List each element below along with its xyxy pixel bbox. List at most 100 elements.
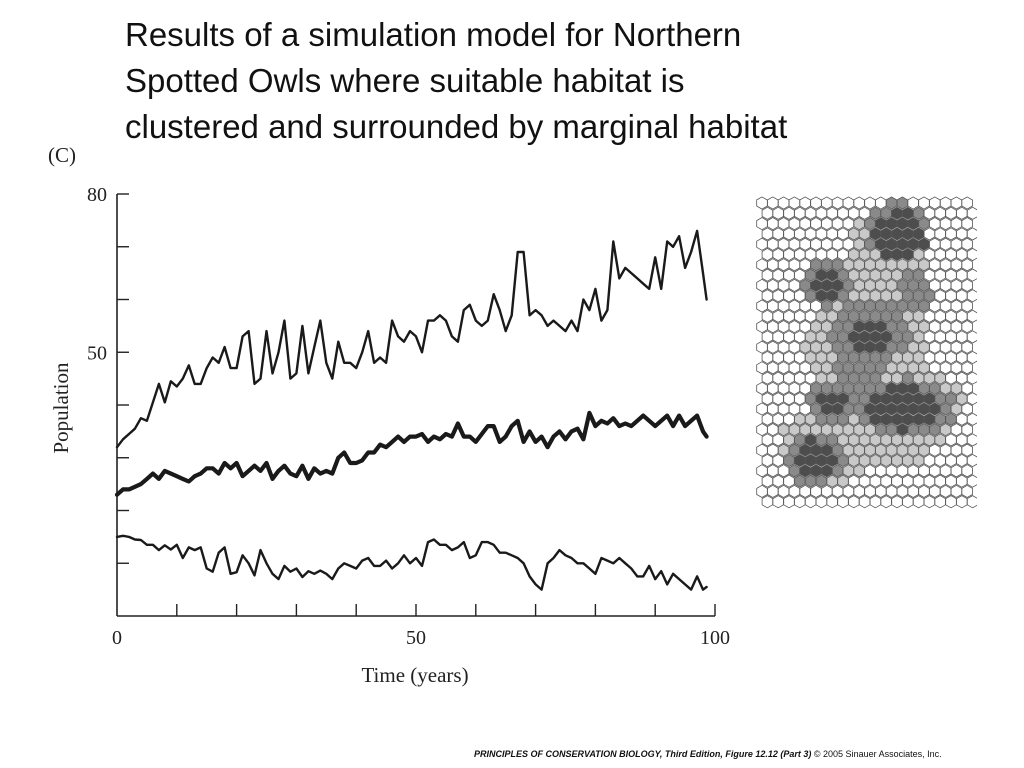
habitat-cell xyxy=(864,196,876,210)
habitat-cell xyxy=(756,320,768,334)
habitat-cell xyxy=(831,381,844,395)
habitat-cell xyxy=(767,381,779,395)
copyright-notice: © 2005 Sinauer Associates, Inc. xyxy=(813,749,942,759)
habitat-cell xyxy=(907,361,919,375)
habitat-cell xyxy=(858,350,871,365)
habitat-cell xyxy=(788,278,801,292)
habitat-cell xyxy=(864,237,876,251)
slide-title-line-2: Spotted Owls where suitable habitat is xyxy=(125,62,685,99)
habitat-cell xyxy=(788,258,801,272)
habitat-cell xyxy=(794,330,806,344)
habitat-cell xyxy=(918,196,930,210)
habitat-cell xyxy=(864,258,876,272)
habitat-cell xyxy=(875,443,887,457)
habitat-cell xyxy=(934,371,946,385)
habitat-cell xyxy=(966,371,977,385)
habitat-cell xyxy=(756,443,768,457)
habitat-cell xyxy=(853,464,865,478)
habitat-cell xyxy=(772,330,784,344)
habitat-cell xyxy=(842,258,855,272)
habitat-cell xyxy=(885,299,898,313)
habitat-cell xyxy=(918,217,930,231)
habitat-cell xyxy=(939,258,952,272)
habitat-cell xyxy=(912,392,925,406)
habitat-cell xyxy=(945,330,957,344)
habitat-cell xyxy=(804,412,817,426)
habitat-cell xyxy=(939,402,952,416)
habitat-cell xyxy=(853,237,865,251)
series-line-2 xyxy=(114,410,709,497)
habitat-cell xyxy=(826,495,838,509)
habitat-cell xyxy=(794,227,806,241)
habitat-cell xyxy=(767,237,779,251)
habitat-cell xyxy=(837,227,849,241)
habitat-cell xyxy=(864,464,876,478)
habitat-cell xyxy=(869,289,882,303)
habitat-cell xyxy=(950,258,963,272)
habitat-cell xyxy=(966,206,977,220)
habitat-cell xyxy=(831,237,844,251)
habitat-cell xyxy=(961,237,973,251)
habitat-cell xyxy=(853,278,865,292)
habitat-cell xyxy=(869,330,882,344)
habitat-cell xyxy=(821,299,833,313)
habitat-cell xyxy=(902,206,914,220)
habitat-cell xyxy=(821,423,833,437)
figure-credit: PRINCIPLES OF CONSERVATION BIOLOGY, Thir… xyxy=(474,749,942,759)
habitat-cell xyxy=(804,268,817,282)
habitat-cell xyxy=(966,433,977,447)
habitat-cell xyxy=(848,268,860,282)
habitat-cell xyxy=(934,433,946,447)
habitat-cell xyxy=(837,268,849,282)
habitat-cell xyxy=(923,247,936,262)
habitat-cell xyxy=(799,484,811,498)
habitat-cell xyxy=(896,217,909,231)
habitat-cell xyxy=(918,299,930,313)
habitat-cell xyxy=(826,412,838,426)
habitat-cell xyxy=(875,237,887,251)
habitat-cell xyxy=(923,495,936,509)
habitat-cell xyxy=(831,484,844,498)
habitat-cell xyxy=(794,247,806,262)
habitat-cell xyxy=(858,309,871,323)
habitat-cell xyxy=(956,268,968,282)
habitat-cell xyxy=(875,196,887,210)
habitat-cell xyxy=(804,392,817,406)
habitat-cell xyxy=(848,412,860,426)
habitat-cell xyxy=(956,350,968,365)
habitat-cell xyxy=(761,309,774,323)
habitat-cell xyxy=(929,237,941,251)
habitat-cell xyxy=(772,289,784,303)
habitat-cell xyxy=(826,309,838,323)
habitat-cell xyxy=(961,217,973,231)
habitat-cell xyxy=(885,278,898,292)
habitat-cell xyxy=(772,371,784,385)
habitat-cell xyxy=(831,278,844,292)
habitat-cell xyxy=(826,371,838,385)
habitat-cell xyxy=(945,433,957,447)
habitat-cell xyxy=(885,237,898,251)
habitat-cell xyxy=(842,381,855,395)
habitat-cell xyxy=(929,402,941,416)
habitat-cell xyxy=(945,309,957,323)
habitat-cell xyxy=(821,464,833,478)
habitat-cell xyxy=(907,299,919,313)
habitat-cell xyxy=(956,309,968,323)
habitat-cell xyxy=(961,443,973,457)
habitat-cell xyxy=(815,206,828,220)
habitat-cell xyxy=(783,206,795,220)
habitat-cell xyxy=(848,330,860,344)
habitat-cell xyxy=(945,268,957,282)
habitat-cell xyxy=(767,196,779,210)
habitat-cell xyxy=(869,247,882,262)
habitat-cell xyxy=(902,371,914,385)
habitat-cell xyxy=(918,361,930,375)
habitat-cell xyxy=(788,196,801,210)
habitat-cell xyxy=(772,474,784,488)
habitat-cell xyxy=(783,330,795,344)
habitat-cell xyxy=(918,381,930,395)
habitat-cell xyxy=(756,361,768,375)
habitat-cell xyxy=(875,361,887,375)
habitat-cell xyxy=(848,495,860,509)
habitat-cell xyxy=(848,453,860,468)
